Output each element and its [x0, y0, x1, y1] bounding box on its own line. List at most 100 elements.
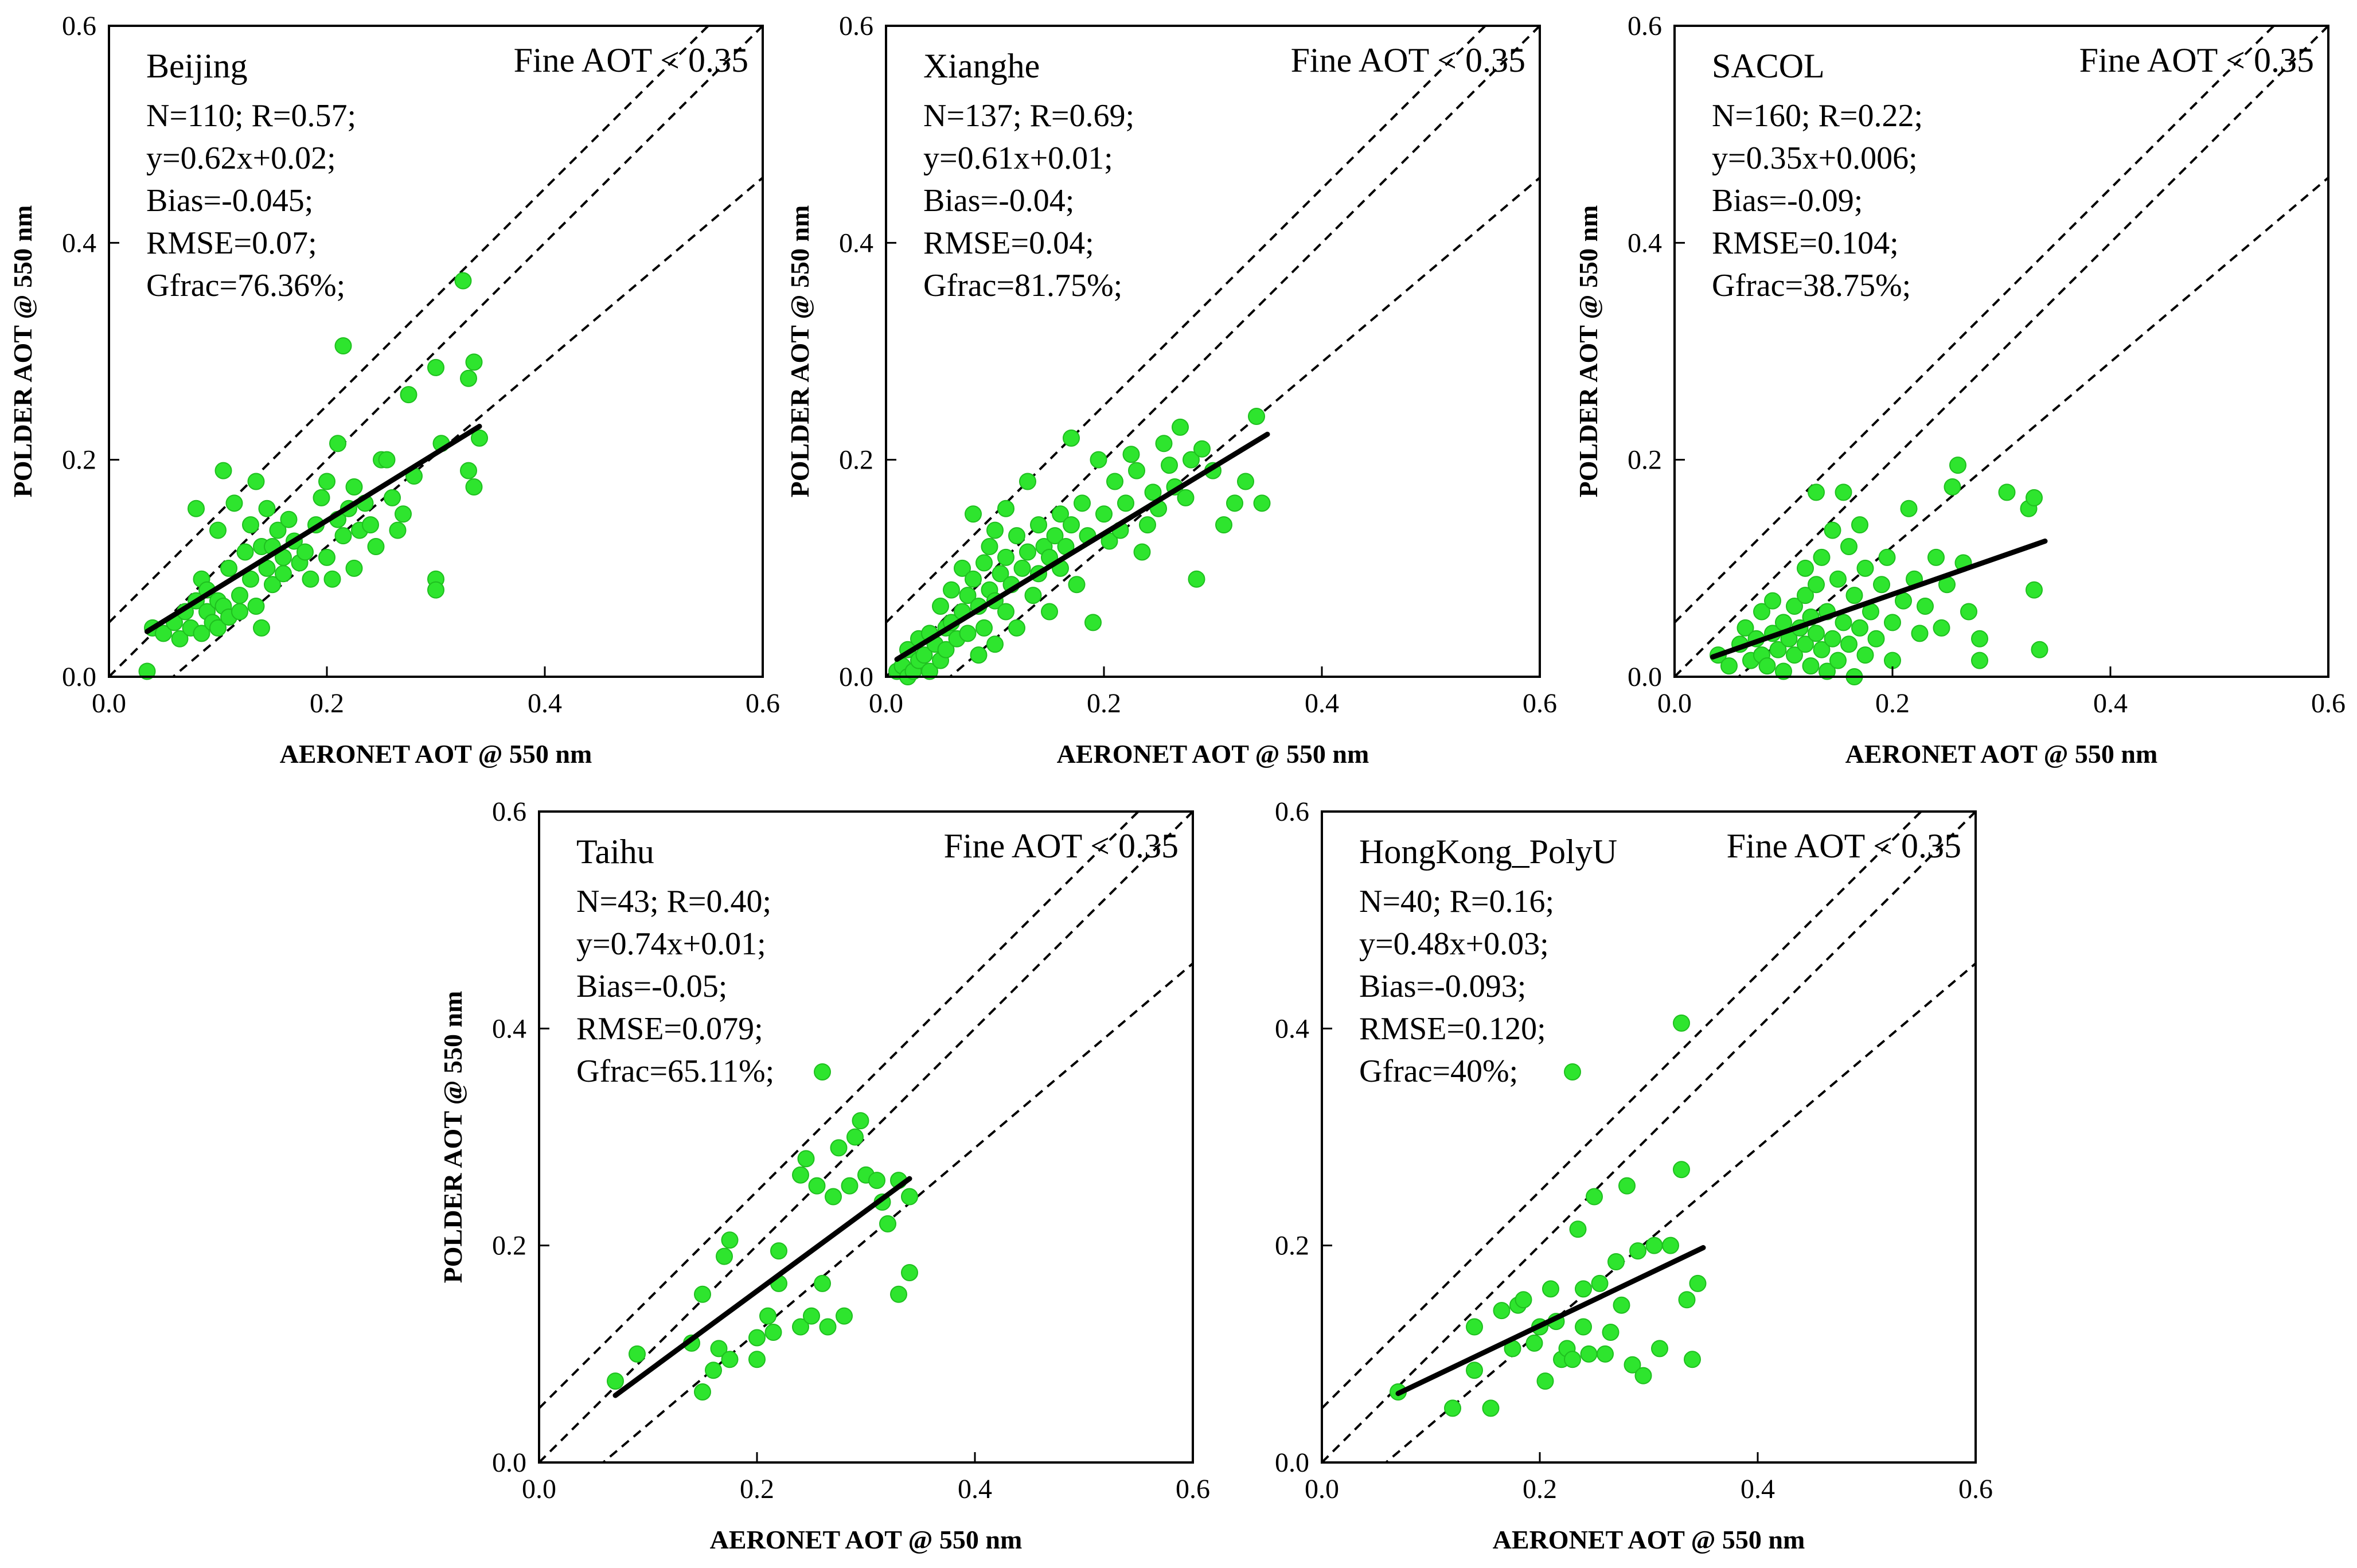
data-point: [841, 1177, 858, 1195]
data-point: [362, 516, 379, 534]
data-point: [1564, 1063, 1581, 1081]
data-point: [460, 369, 477, 387]
data-point: [1183, 451, 1200, 469]
data-point: [1753, 603, 1770, 621]
data-point: [1024, 587, 1042, 604]
data-point: [959, 625, 977, 642]
data-point: [1052, 505, 1069, 523]
data-point: [1117, 494, 1134, 512]
plot-frame: [108, 25, 764, 678]
data-point: [770, 1242, 787, 1260]
data-point: [1074, 494, 1091, 512]
stats-line: Gfrac=65.11%;: [576, 1054, 774, 1089]
data-point: [1949, 457, 1966, 474]
data-point: [1873, 576, 1890, 594]
data-point: [242, 570, 259, 588]
plot-frame: [538, 810, 1194, 1464]
data-point: [1591, 1274, 1609, 1292]
data-point: [231, 603, 248, 621]
data-point: [981, 538, 998, 555]
data-point: [1482, 1399, 1500, 1417]
regression-line: [894, 431, 1270, 662]
data-point: [1927, 548, 1945, 566]
x-tick-label: 0.6: [1958, 1474, 1993, 1504]
data-point: [1645, 1237, 1663, 1254]
x-tick-label: 0.0: [92, 688, 126, 719]
data-point: [1586, 1188, 1603, 1206]
data-point: [269, 521, 287, 539]
filter-label: Fine AOT < 0.35: [1727, 827, 1961, 865]
stats-line: RMSE=0.04;: [923, 225, 1094, 261]
x-tick-label: 0.4: [2093, 688, 2128, 719]
data-point: [1689, 1274, 1707, 1292]
y-tick-label: 0.0: [1275, 1448, 1309, 1478]
filter-label: Fine AOT < 0.35: [944, 827, 1178, 865]
data-point: [1602, 1324, 1620, 1341]
data-point: [629, 1345, 646, 1363]
x-tick-label: 0.0: [522, 1474, 556, 1504]
data-point: [1466, 1362, 1483, 1379]
data-point: [1797, 635, 1814, 653]
data-point: [607, 1372, 624, 1390]
data-point: [1808, 625, 1825, 642]
x-tick-label: 0.4: [1305, 688, 1339, 719]
data-point: [1662, 1237, 1679, 1254]
y-tick-label: 0.4: [492, 1013, 526, 1044]
data-point: [808, 1177, 826, 1195]
data-point: [1634, 1367, 1652, 1384]
data-point: [1624, 1356, 1641, 1374]
stats-line: y=0.61x+0.01;: [923, 141, 1113, 176]
data-point: [975, 554, 993, 572]
stats-line: N=137; R=0.69;: [923, 98, 1134, 134]
data-point: [1046, 527, 1064, 545]
data-point: [1878, 548, 1896, 566]
data-point: [471, 429, 488, 447]
data-point: [1944, 478, 1961, 496]
data-point: [1856, 646, 1874, 664]
stats-line: Gfrac=40%;: [1359, 1054, 1518, 1089]
data-point: [986, 635, 1004, 653]
data-point: [1802, 657, 1820, 675]
data-point: [879, 1215, 896, 1232]
data-point: [1933, 619, 1950, 637]
data-point: [954, 559, 971, 577]
data-point: [1215, 516, 1232, 534]
y-tick-label: 0.2: [1628, 445, 1662, 475]
data-point: [1139, 516, 1156, 534]
data-point: [1013, 559, 1031, 577]
data-point: [2031, 641, 2048, 658]
y-tick-label: 0.0: [492, 1448, 526, 1478]
data-point: [1867, 630, 1885, 648]
data-point: [318, 548, 335, 566]
data-point: [1884, 614, 1901, 631]
data-point: [427, 358, 444, 376]
data-point: [296, 543, 314, 561]
data-point: [852, 1112, 869, 1130]
data-point: [1808, 576, 1825, 594]
stats-line: Gfrac=38.75%;: [1712, 268, 1911, 303]
data-point: [1542, 1280, 1559, 1298]
data-point: [721, 1351, 739, 1368]
data-point: [345, 478, 363, 496]
stats-line: y=0.35x+0.006;: [1712, 141, 1918, 176]
data-point: [1764, 592, 1781, 610]
stats-line: N=40; R=0.16;: [1359, 884, 1554, 919]
data-point: [694, 1383, 711, 1401]
data-point: [764, 1324, 782, 1341]
data-point: [1851, 516, 1868, 534]
data-point: [1575, 1318, 1592, 1336]
data-point: [836, 1307, 853, 1325]
y-tick-label: 0.6: [1628, 11, 1662, 41]
site-title: SACOL: [1712, 47, 1825, 85]
data-point: [1884, 652, 1901, 669]
data-point: [138, 662, 156, 680]
data-point: [1758, 657, 1776, 675]
data-point: [1525, 1334, 1543, 1352]
data-point: [1493, 1302, 1511, 1320]
data-point: [389, 521, 407, 539]
data-point: [694, 1285, 711, 1303]
panel-beijing: 0.0 0.2 0.4 0.6 0.0 0.2 0.4 0.6 AERONET AOT @ 55…: [8, 11, 780, 769]
data-point: [1797, 587, 1814, 604]
stats-line: N=43; R=0.40;: [576, 884, 771, 919]
data-point: [384, 489, 401, 506]
